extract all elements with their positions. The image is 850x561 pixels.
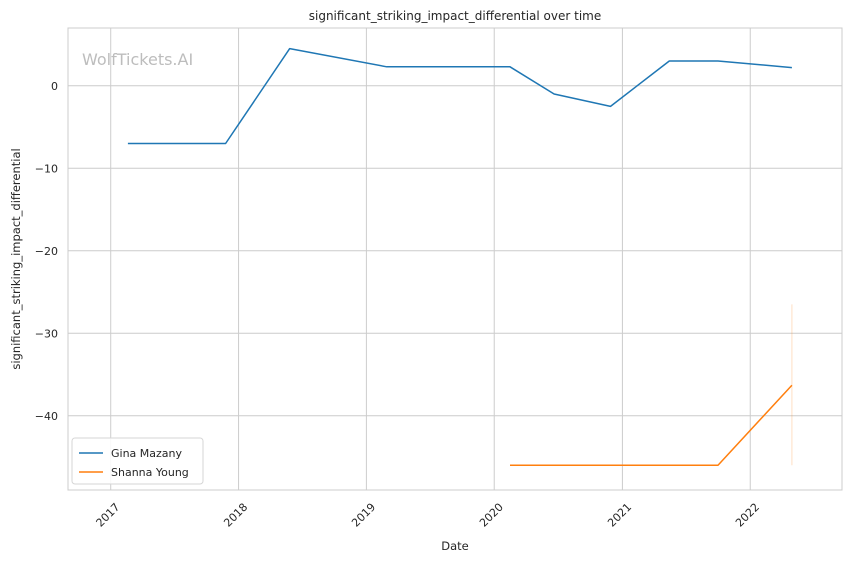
- x-tick-label: 2022: [733, 501, 762, 530]
- plot-frame: [67, 27, 843, 491]
- legend: Gina Mazany Shanna Young: [71, 437, 204, 485]
- y-tick-label: −40: [35, 410, 58, 423]
- series-layer: [127, 47, 793, 467]
- y-tick-labels: 0 −10 −20 −30 −40: [35, 80, 58, 423]
- x-tick-label: 2021: [605, 501, 634, 530]
- series-line-shanna-young: [510, 384, 793, 467]
- x-axis-label: Date: [441, 539, 469, 553]
- x-tick-label: 2020: [477, 501, 506, 530]
- legend-label-gina-mazany: Gina Mazany: [111, 447, 183, 460]
- y-tick-label: −20: [35, 245, 58, 258]
- legend-label-shanna-young: Shanna Young: [111, 466, 189, 479]
- series-line-gina-mazany: [127, 47, 792, 145]
- plot-area: [68, 28, 842, 490]
- y-tick-label: −10: [35, 162, 58, 175]
- x-tick-label: 2017: [94, 501, 123, 530]
- watermark: WolfTickets.AI: [82, 50, 193, 69]
- grid-lines: [68, 28, 842, 490]
- y-tick-label: 0: [51, 80, 58, 93]
- x-tick-label: 2019: [349, 501, 378, 530]
- y-tick-label: −30: [35, 327, 58, 340]
- y-axis-label: significant_striking_impact_differential: [9, 148, 23, 369]
- chart-title: significant_striking_impact_differential…: [309, 9, 601, 23]
- x-tick-label: 2018: [221, 501, 250, 530]
- legend-box: [71, 437, 204, 485]
- x-tick-labels: 2017 2018 2019 2020 2021 2022: [94, 501, 763, 530]
